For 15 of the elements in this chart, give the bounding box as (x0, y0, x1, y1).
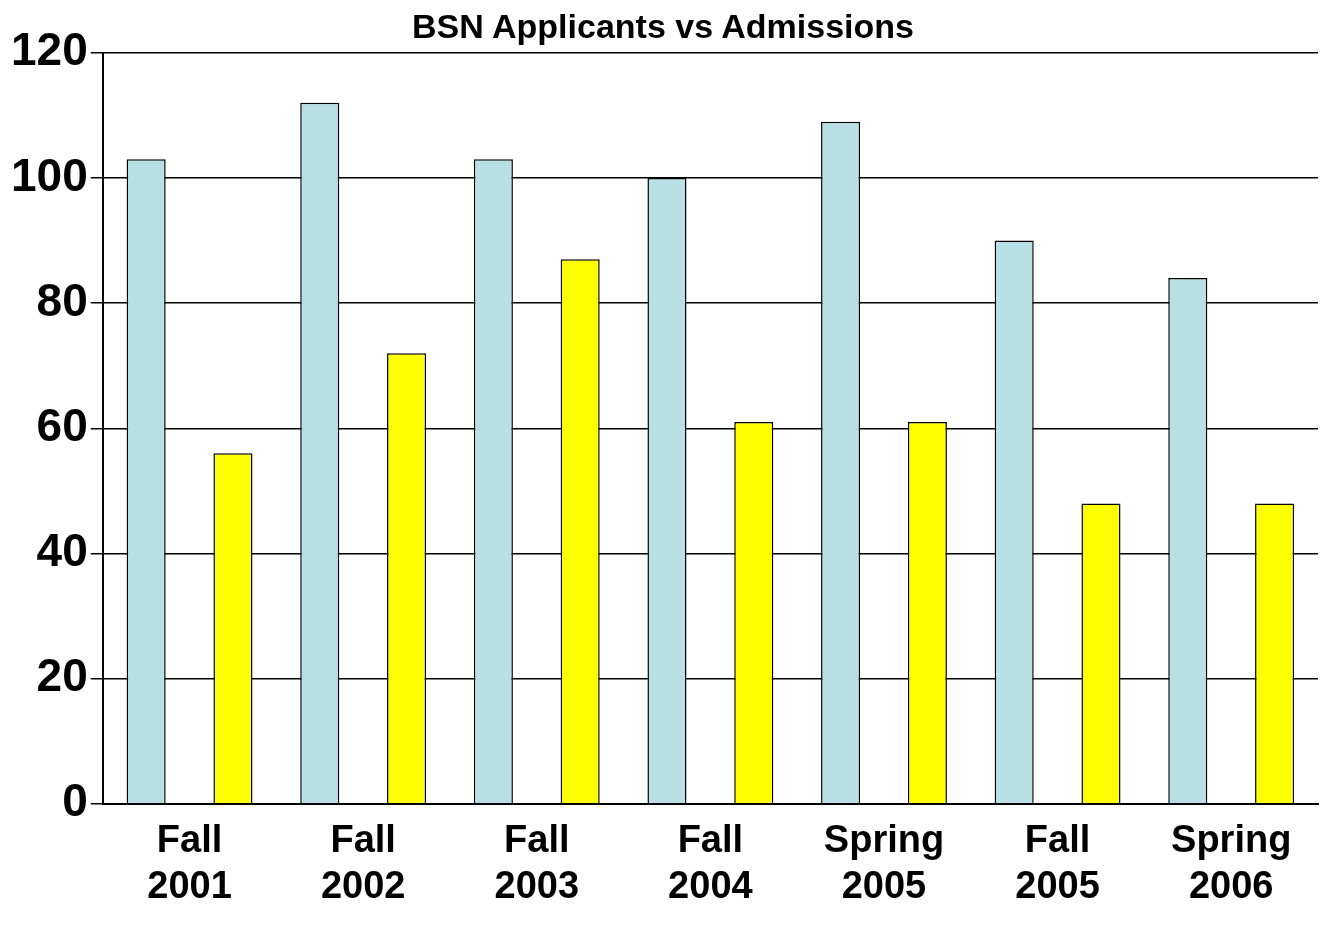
y-tick-label: 80 (36, 273, 88, 326)
y-tick-label: 0 (62, 774, 88, 827)
y-tick-label: 60 (36, 398, 88, 451)
x-tick-label: Fall 2004 (668, 818, 753, 906)
x-tick-label: Spring 2005 (823, 818, 945, 906)
chart-title: BSN Applicants vs Admissions (412, 6, 914, 45)
x-tick-label: Fall 2001 (147, 818, 232, 906)
y-tick-label: 120 (11, 23, 88, 76)
y-tick-label: 20 (36, 649, 88, 702)
y-tick-label: 100 (11, 148, 88, 201)
x-tick-label: Fall 2005 (1015, 818, 1100, 906)
x-tick-label: Fall 2003 (494, 818, 580, 906)
y-tick-label: 40 (36, 524, 88, 577)
x-tick-label: Spring 2006 (1171, 818, 1292, 906)
x-tick-label: Fall 2002 (320, 818, 406, 906)
